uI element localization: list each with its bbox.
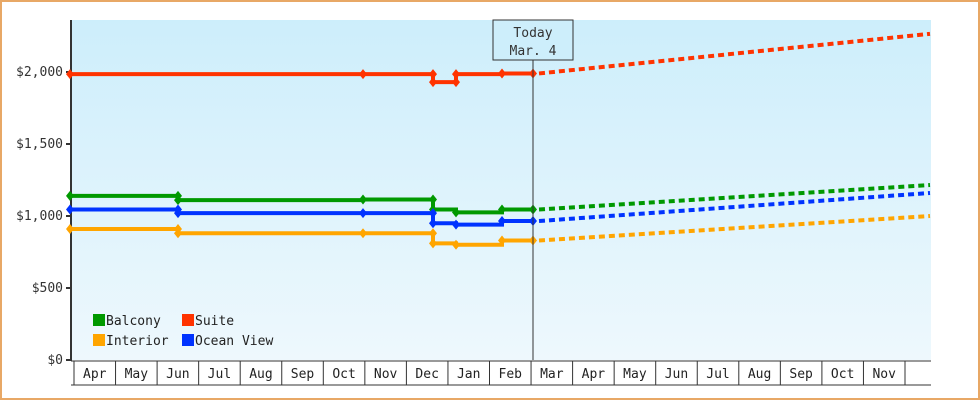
today-marker: Today Mar. 4 xyxy=(492,19,574,360)
x-tick-label: Feb xyxy=(499,367,523,382)
data-point-marker[interactable] xyxy=(429,228,437,239)
data-point-marker[interactable] xyxy=(359,228,367,239)
data-point-marker[interactable] xyxy=(174,208,182,219)
data-point-marker[interactable] xyxy=(66,69,74,80)
data-point-marker[interactable] xyxy=(452,207,460,218)
x-tick-label: May xyxy=(623,367,647,382)
projection-line xyxy=(538,183,931,212)
data-point-marker[interactable] xyxy=(498,235,506,246)
legend-label: Suite xyxy=(195,314,234,329)
x-tick-label: Nov xyxy=(374,367,398,382)
x-tick-label: May xyxy=(125,367,149,382)
legend-item-interior[interactable]: Interior xyxy=(93,334,169,349)
legend-item-suite[interactable]: Suite xyxy=(182,314,234,329)
x-tick-label: Oct xyxy=(831,367,854,382)
x-tick-label: Jul xyxy=(706,367,729,382)
x-tick-label: Oct xyxy=(332,367,355,382)
data-point-marker[interactable] xyxy=(359,194,367,205)
y-tick-label: $2,000 xyxy=(16,65,63,80)
legend-label: Ocean View xyxy=(195,334,273,349)
x-tick-label: Aug xyxy=(748,367,771,382)
x-tick-label: Sep xyxy=(291,367,315,382)
x-tick-label: Jun xyxy=(665,367,688,382)
x-tick-label: Sep xyxy=(789,367,813,382)
y-tick-label: $500 xyxy=(32,281,63,296)
series-ocean-view xyxy=(66,190,931,230)
today-label: Today xyxy=(513,26,552,41)
x-tick-label: Mar xyxy=(540,367,564,382)
series-interior xyxy=(66,214,931,250)
x-tick-label: Dec xyxy=(415,367,438,382)
data-point-marker[interactable] xyxy=(429,238,437,249)
data-point-marker[interactable] xyxy=(174,228,182,239)
projection-line xyxy=(538,190,931,224)
legend-label: Interior xyxy=(106,334,169,349)
x-tick-label: Aug xyxy=(249,367,272,382)
data-point-marker[interactable] xyxy=(429,69,437,80)
x-tick-label: Jun xyxy=(166,367,189,382)
y-tick-label: $0 xyxy=(47,353,63,368)
today-box xyxy=(492,19,574,61)
data-point-marker[interactable] xyxy=(429,194,437,205)
legend-label: Balcony xyxy=(106,314,161,329)
legend-swatch xyxy=(93,334,105,346)
series-suite xyxy=(66,31,931,88)
legend-swatch xyxy=(182,314,194,326)
axes: $0 $500 $1,000 $1,500 $2,000 Apr May Jun Jul Aug S… xyxy=(16,20,931,386)
today-date: Mar. 4 xyxy=(510,44,557,59)
data-point-marker[interactable] xyxy=(429,77,437,88)
legend-swatch xyxy=(182,334,194,346)
data-point-marker[interactable] xyxy=(452,219,460,230)
data-point-marker[interactable] xyxy=(66,223,74,234)
x-tick-label: Apr xyxy=(83,367,107,382)
legend-swatch xyxy=(93,314,105,326)
data-point-marker[interactable] xyxy=(359,208,367,219)
x-tick-label: Nov xyxy=(872,367,896,382)
data-point-marker[interactable] xyxy=(66,190,74,201)
x-tick-label: Jan xyxy=(457,367,480,382)
data-point-marker[interactable] xyxy=(174,195,182,206)
data-point-marker[interactable] xyxy=(359,69,367,80)
data-point-marker[interactable] xyxy=(498,216,506,227)
x-tick-label: Jul xyxy=(208,367,231,382)
legend-item-balcony[interactable]: Balcony xyxy=(93,314,161,329)
y-tick-label: $1,500 xyxy=(16,137,63,152)
x-tick-label: Apr xyxy=(582,367,606,382)
data-point-marker[interactable] xyxy=(452,77,460,88)
data-point-marker[interactable] xyxy=(498,204,506,215)
y-tick-label: $1,000 xyxy=(16,209,63,224)
projection-line xyxy=(538,214,931,243)
legend-item-ocean-view[interactable]: Ocean View xyxy=(182,334,273,349)
data-point-marker[interactable] xyxy=(66,204,74,215)
projection-line xyxy=(538,31,931,76)
data-point-marker[interactable] xyxy=(429,218,437,229)
data-point-marker[interactable] xyxy=(452,69,460,80)
data-point-marker[interactable] xyxy=(498,68,506,79)
data-point-marker[interactable] xyxy=(429,208,437,219)
legend: Balcony Suite Interior Ocean View xyxy=(93,314,273,349)
data-point-marker[interactable] xyxy=(452,239,460,250)
series-lines xyxy=(66,31,931,250)
